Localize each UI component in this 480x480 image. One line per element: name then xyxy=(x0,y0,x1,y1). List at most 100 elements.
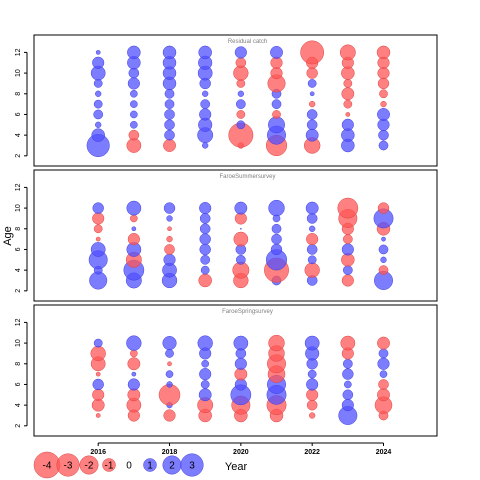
residual-bubble xyxy=(199,223,211,235)
residual-bubble xyxy=(236,254,246,265)
residual-bubble xyxy=(306,378,319,391)
residual-bubble xyxy=(93,109,104,120)
residual-bubble xyxy=(236,110,246,119)
residual-bubble xyxy=(306,109,318,120)
residual-bubble xyxy=(345,112,351,117)
residual-bubble xyxy=(305,201,319,215)
residual-bubble xyxy=(377,77,390,90)
residual-bubble xyxy=(162,336,177,351)
residual-bubble xyxy=(309,225,316,232)
x-axis: 2016 2018 2020 2022 2024 xyxy=(90,442,391,456)
residual-bubble xyxy=(90,345,106,362)
panel-title: FaroeSummersurvey xyxy=(219,174,275,180)
residual-bubble xyxy=(337,197,359,219)
residual-bubble xyxy=(202,90,209,97)
y-tick-label: 8 xyxy=(15,362,22,366)
residual-bubble xyxy=(377,67,390,80)
residual-bubble xyxy=(378,348,389,359)
residual-bubble xyxy=(163,409,176,422)
residual-bubble xyxy=(233,231,249,247)
residual-bubble xyxy=(202,142,209,149)
residual-bubble xyxy=(95,236,101,242)
residual-bubble xyxy=(95,413,101,418)
residual-bubble xyxy=(165,349,174,358)
residual-bubble xyxy=(128,129,140,141)
residual-bubble xyxy=(162,45,177,60)
legend-label: -3 xyxy=(64,461,73,472)
residual-bubble xyxy=(166,215,173,222)
residual-bubble xyxy=(91,128,105,142)
panels-layer: Residual catch 2 4 6 8 10 12 FaroeSummersurvey 2… xyxy=(15,34,438,437)
residual-bubble xyxy=(128,67,140,79)
y-tick-label: 2 xyxy=(15,424,22,428)
residual-bubble xyxy=(236,120,246,130)
residual-bubble xyxy=(342,389,354,401)
residual-bubble xyxy=(300,40,325,65)
residual-bubble xyxy=(164,99,175,109)
legend-label: -2 xyxy=(85,461,94,472)
residual-bubble xyxy=(92,56,105,69)
residual-bubble xyxy=(239,227,242,230)
residual-bubble xyxy=(270,243,283,256)
residual-bubble xyxy=(126,335,142,351)
residual-bubble xyxy=(234,201,248,215)
panel-title: FaroeSpringsurvey xyxy=(222,309,273,315)
residual-bubble xyxy=(377,108,390,121)
residual-bubble xyxy=(268,334,285,352)
y-tick-label: 10 xyxy=(15,339,22,347)
residual-bubble xyxy=(378,265,389,275)
residual-bubble xyxy=(198,273,212,288)
residual-bubble xyxy=(377,388,390,402)
y-tick-label: 8 xyxy=(15,92,22,96)
residual-bubble xyxy=(342,368,354,380)
legend-label: 3 xyxy=(189,461,195,472)
legend-bubble xyxy=(143,458,157,472)
residual-bubble xyxy=(167,226,172,232)
y-axis-label: Age xyxy=(2,226,14,246)
residual-bubble xyxy=(199,202,212,215)
residual-bubble xyxy=(167,361,172,367)
residual-bubble xyxy=(268,116,285,134)
residual-bubble xyxy=(342,234,353,244)
residual-bubble xyxy=(95,121,102,128)
residual-bubble xyxy=(126,200,142,216)
legend-label: 1 xyxy=(147,461,153,472)
residual-bubble xyxy=(236,99,246,109)
residual-bubble xyxy=(305,128,319,142)
y-tick-label: 12 xyxy=(15,183,22,191)
residual-bubble xyxy=(268,199,285,217)
residual-bubble xyxy=(306,119,318,131)
residual-bubble xyxy=(130,89,138,98)
legend-label: 2 xyxy=(169,461,175,472)
y-tick-label: 2 xyxy=(15,154,22,158)
legend-label: -1 xyxy=(105,461,114,472)
legend: -4 -3 -2 -1 0 1 2 3 xyxy=(33,451,204,479)
residual-bubble xyxy=(126,138,142,153)
residual-bubble xyxy=(380,256,387,263)
residual-bubble xyxy=(127,378,140,391)
residual-bubble xyxy=(309,91,315,97)
residual-bubble xyxy=(198,388,212,402)
residual-bubble xyxy=(379,370,388,378)
residual-bubble xyxy=(379,89,388,99)
residual-bubble xyxy=(166,381,173,388)
residual-bubble xyxy=(93,79,103,88)
residual-bubble xyxy=(131,226,137,232)
y-tick-label: 4 xyxy=(15,133,22,137)
residual-bubble xyxy=(307,255,317,265)
residual-bubble xyxy=(234,46,247,59)
residual-bubble xyxy=(200,99,211,109)
y-tick-label: 6 xyxy=(15,382,22,386)
residual-bubble xyxy=(341,399,354,412)
residual-bubble xyxy=(376,45,391,60)
y-tick-label: 4 xyxy=(15,268,22,272)
y-tick-label: 10 xyxy=(15,204,22,212)
y-tick-label: 4 xyxy=(15,403,22,407)
residual-bubble xyxy=(164,109,175,120)
residual-bubble xyxy=(343,79,353,88)
panel-3: FaroeSpringsurvey 2 4 6 8 10 12 xyxy=(15,304,438,437)
residual-bubble xyxy=(270,67,283,80)
y-tick-label: 6 xyxy=(15,112,22,116)
residual-bubble xyxy=(380,100,387,108)
y-tick-label: 2 xyxy=(15,289,22,293)
